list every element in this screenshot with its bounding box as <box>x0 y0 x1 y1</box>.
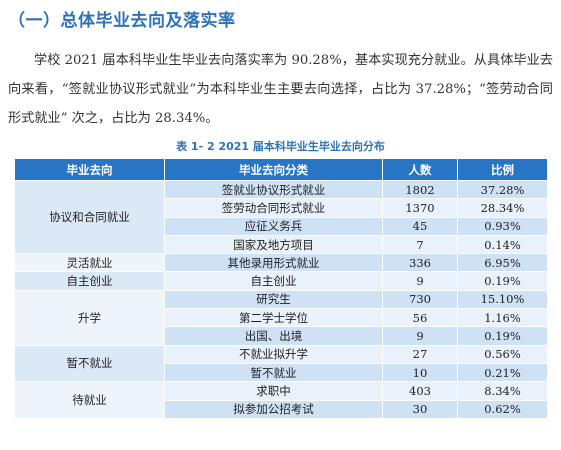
ratio-cell: 0.14% <box>457 234 548 255</box>
section-heading: （一）总体毕业去向及落实率 <box>8 11 236 31</box>
table-caption: 表 1- 2 2021 届本科毕业生毕业去向分布 <box>176 140 385 153</box>
table-row: 暂不就业 不就业拟升学 27 0.56% <box>14 344 548 383</box>
table-header-row: 毕业去向 毕业去向分类 人数 比例 <box>14 158 548 181</box>
category-cell: 自主创业 <box>164 271 383 291</box>
count-cell: 1802 <box>382 179 458 200</box>
category-cell: 求职中 <box>164 381 383 401</box>
ratio-cell: 15.10% <box>457 289 548 310</box>
category-cell: 签劳动合同形式就业 <box>164 198 383 218</box>
table-row: 待就业 求职中 403 8.34% <box>14 381 548 419</box>
count-cell: 730 <box>382 289 458 310</box>
table-row: 第二学士学位 56 1.16% <box>15 308 548 328</box>
count-cell: 9 <box>382 326 458 346</box>
header-ratio: 比例 <box>457 158 548 181</box>
group-cell: 灵活就业 <box>14 253 165 273</box>
ratio-cell: 37.28% <box>457 179 548 200</box>
category-cell: 出国、出境 <box>164 326 383 346</box>
group-cell: 待就业 <box>14 381 165 419</box>
count-cell: 7 <box>382 234 458 255</box>
count-cell: 9 <box>382 271 458 291</box>
ratio-cell: 1.16% <box>457 308 548 328</box>
category-cell: 第二学士学位 <box>164 308 383 328</box>
ratio-cell: 0.56% <box>457 344 548 364</box>
table-row: 应征义务兵 45 0.93% <box>15 216 548 236</box>
category-cell: 签就业协议形式就业 <box>164 179 383 200</box>
count-cell: 30 <box>382 399 458 419</box>
ratio-cell: 0.21% <box>457 362 548 383</box>
table-row: 签劳动合同形式就业 1370 28.34% <box>15 198 548 218</box>
ratio-cell: 28.34% <box>457 198 548 218</box>
ratio-cell: 0.19% <box>457 326 548 346</box>
count-cell: 403 <box>382 381 458 401</box>
count-cell: 27 <box>382 344 458 364</box>
category-cell: 不就业拟升学 <box>164 344 383 364</box>
table-row: 拟参加公招考试 30 0.62% <box>15 399 548 419</box>
header-destination: 毕业去向 <box>14 158 165 181</box>
category-cell: 其他录用形式就业 <box>164 253 383 273</box>
count-cell: 336 <box>382 253 458 273</box>
ratio-cell: 0.19% <box>457 271 548 291</box>
count-cell: 1370 <box>382 198 458 218</box>
header-count: 人数 <box>382 158 458 181</box>
category-cell: 国家及地方项目 <box>164 234 383 255</box>
header-category: 毕业去向分类 <box>164 158 383 181</box>
group-cell: 协议和合同就业 <box>14 179 165 255</box>
table-row: 自主创业 自主创业 9 0.19% <box>14 271 548 291</box>
table-row: 升学 研究生 730 15.10% <box>14 289 548 346</box>
count-cell: 10 <box>382 362 458 383</box>
group-cell: 暂不就业 <box>14 344 165 383</box>
destination-table: 毕业去向 毕业去向分类 人数 比例 协议和合同就业 签就业协议形式就业 1802… <box>14 158 548 419</box>
count-cell: 45 <box>382 216 458 236</box>
ratio-cell: 0.93% <box>457 216 548 236</box>
group-cell: 升学 <box>14 289 165 346</box>
table-row: 灵活就业 其他录用形式就业 336 6.95% <box>14 253 548 273</box>
category-cell: 暂不就业 <box>164 362 383 383</box>
ratio-cell: 0.62% <box>457 399 548 419</box>
category-cell: 拟参加公招考试 <box>164 399 383 419</box>
category-cell: 应征义务兵 <box>164 216 383 236</box>
count-cell: 56 <box>382 308 458 328</box>
group-cell: 自主创业 <box>14 271 165 291</box>
ratio-cell: 8.34% <box>457 381 548 401</box>
summary-paragraph: 学校 2021 届本科毕业生毕业去向落实率为 90.28%，基本实现充分就业。从… <box>8 53 553 126</box>
category-cell: 研究生 <box>164 289 383 310</box>
ratio-cell: 6.95% <box>457 253 548 273</box>
table-row: 协议和合同就业 签就业协议形式就业 1802 37.28% <box>14 179 548 255</box>
